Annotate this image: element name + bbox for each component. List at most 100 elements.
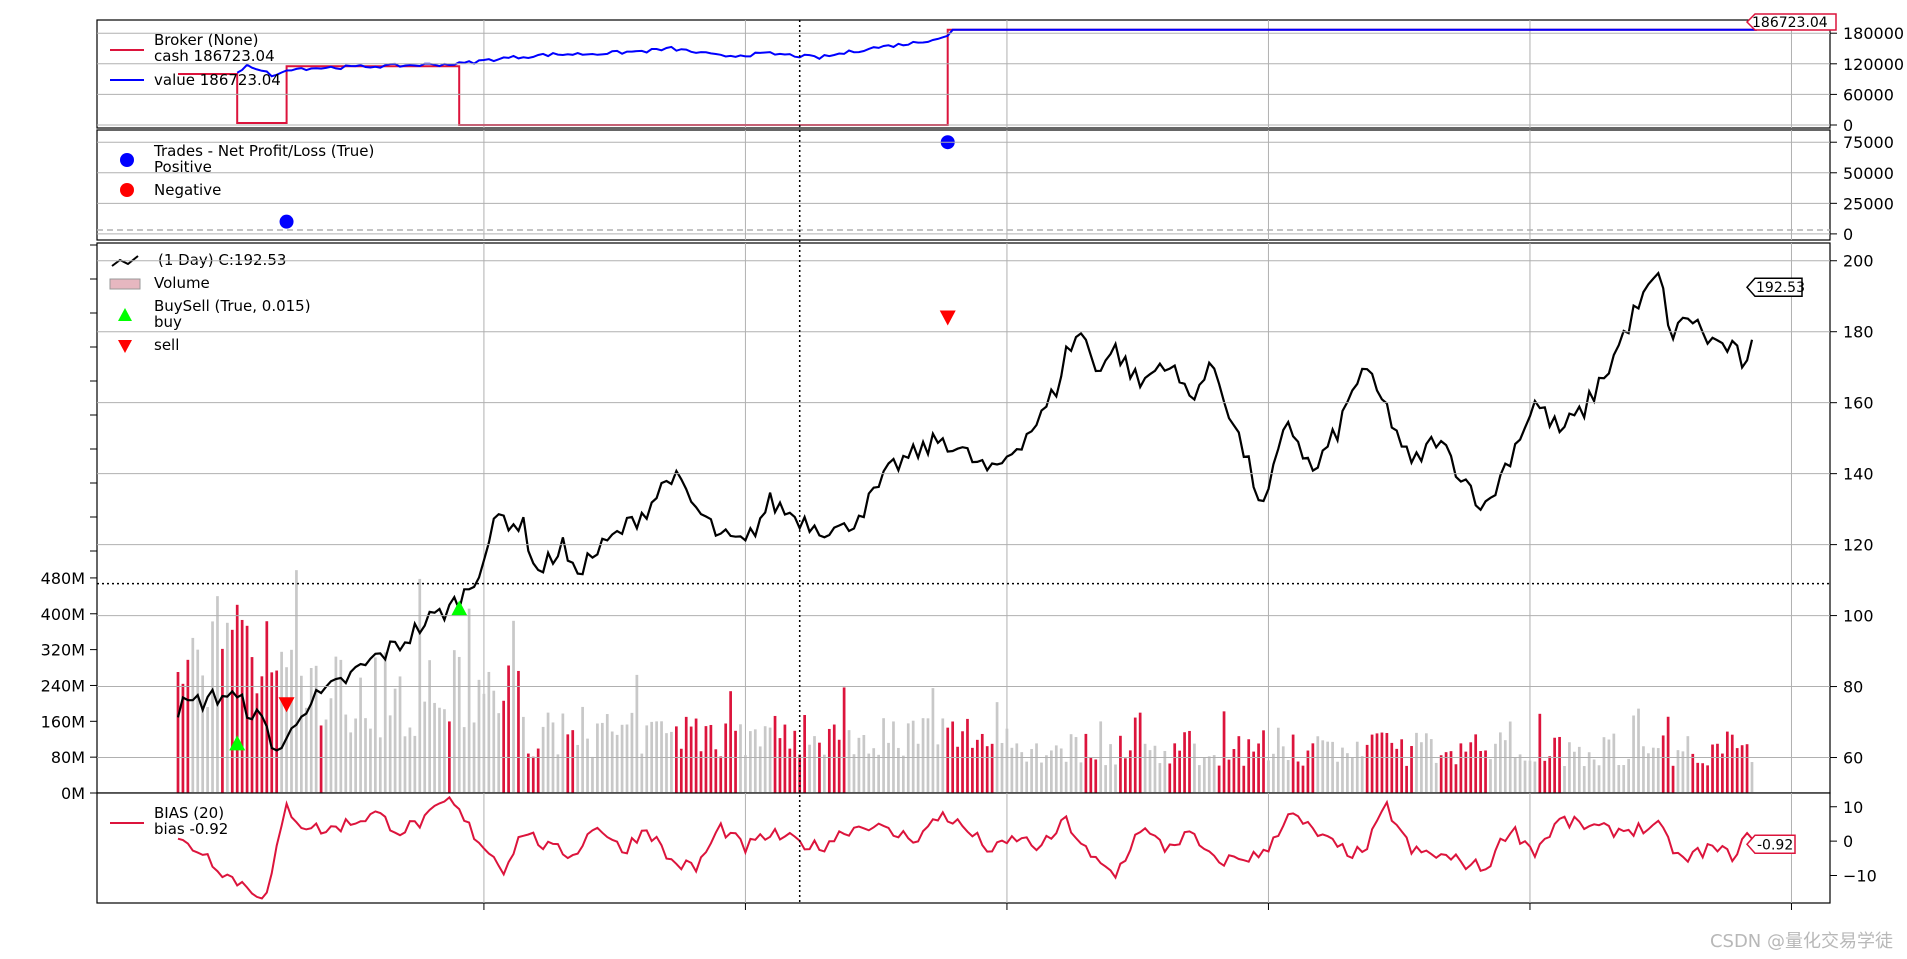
volume-bar	[1341, 747, 1344, 793]
volume-bar	[1262, 730, 1265, 793]
volume-bar	[556, 754, 560, 793]
y-tick-label: 120	[1843, 536, 1874, 555]
volume-bar	[181, 683, 185, 793]
volume-bar	[1573, 751, 1576, 793]
volume-bar	[1518, 754, 1522, 793]
volume-bar	[645, 725, 649, 793]
volume-tick-label: 320M	[41, 641, 85, 660]
volume-bar	[1168, 763, 1172, 793]
volume-bar	[1193, 743, 1196, 793]
volume-bar	[413, 735, 417, 793]
volume-bar	[1148, 750, 1152, 793]
volume-bar	[941, 718, 945, 793]
volume-bar	[980, 733, 984, 793]
bias-last-value: -0.92	[1757, 837, 1793, 853]
volume-bar	[1281, 746, 1285, 793]
volume-bar	[512, 620, 515, 793]
volume-bar	[813, 736, 816, 793]
volume-bar	[467, 608, 471, 793]
trade-result-marker	[279, 214, 294, 229]
price-last-value: 192.53	[1756, 280, 1805, 296]
y-tick-label: 160	[1843, 394, 1874, 413]
volume-bar	[1612, 733, 1616, 793]
volume-bar	[235, 604, 239, 793]
y-tick-label: 0	[1843, 225, 1853, 244]
close-legend-swatch	[111, 255, 139, 267]
price-last-tag: 192.53	[1745, 277, 1805, 297]
volume-bar	[719, 756, 723, 793]
volume-bar	[615, 734, 619, 793]
volume-bar	[206, 707, 209, 793]
volume-bar	[1178, 750, 1181, 793]
negative-legend-label: Negative	[154, 181, 221, 199]
volume-bar	[1183, 732, 1186, 793]
volume-bar	[393, 688, 397, 793]
volume-bar	[1311, 743, 1315, 793]
volume-bar	[640, 753, 644, 793]
bias-legend-label: bias -0.92	[154, 820, 228, 838]
volume-bar	[378, 737, 382, 793]
volume-bar	[1637, 708, 1640, 793]
volume-bar	[1321, 740, 1325, 793]
volume-bar	[1592, 759, 1596, 793]
volume-bar	[586, 738, 589, 793]
volume-bar	[359, 677, 362, 793]
volume-bar	[1163, 750, 1167, 793]
volume-bar	[1198, 765, 1201, 793]
broker-legend: Broker (None) cash 186723.04 value 18672…	[110, 31, 281, 89]
volume-bar	[1577, 746, 1581, 793]
y-tick-label: 100	[1843, 607, 1874, 626]
volume-bar	[1405, 765, 1408, 793]
volume-bar	[531, 756, 535, 793]
volume-bar	[1424, 733, 1428, 793]
volume-bar	[507, 665, 510, 793]
volume-bar	[462, 727, 466, 793]
y-tick-label: 140	[1843, 465, 1874, 484]
volume-bar	[1607, 739, 1611, 793]
volume-bar	[808, 744, 811, 793]
volume-bar	[1439, 755, 1443, 793]
close-price-line	[176, 270, 1754, 752]
volume-bar	[699, 751, 703, 793]
volume-tick-label: 0M	[61, 784, 85, 803]
y-tick-label: 60	[1843, 749, 1863, 768]
volume-bar	[591, 756, 594, 793]
buy-legend-marker	[118, 308, 132, 321]
volume-bar	[1538, 713, 1542, 793]
volume-bar	[753, 729, 757, 793]
volume-bar	[526, 753, 530, 793]
volume-bar	[1459, 743, 1463, 793]
volume-bar	[1444, 752, 1448, 793]
volume-bar	[1671, 765, 1675, 793]
volume-bar	[339, 659, 343, 793]
volume-bar	[1059, 748, 1063, 793]
volume-bar	[778, 738, 782, 793]
volume-bar	[1272, 753, 1275, 793]
volume-bar	[438, 707, 441, 793]
volume-bar	[1647, 753, 1650, 793]
volume-bar	[1045, 755, 1048, 793]
volume-bar	[1706, 765, 1709, 793]
volume-bar	[1079, 762, 1083, 793]
volume-bar	[827, 728, 831, 793]
volume-bar	[1528, 760, 1532, 793]
volume-bar	[1276, 727, 1280, 793]
volume-bar	[931, 688, 935, 793]
volume-bar	[773, 715, 777, 793]
volume-bar	[1119, 735, 1122, 793]
sell-legend-marker	[118, 340, 132, 353]
volume-bar	[295, 570, 298, 793]
volume-bar	[610, 731, 614, 793]
volume-bar	[1222, 711, 1226, 793]
volume-bar	[457, 656, 461, 793]
volume-bar	[1410, 746, 1413, 793]
volume-bar	[1745, 744, 1749, 793]
volume-bar	[832, 724, 836, 793]
volume-bar	[1740, 745, 1744, 793]
trades-legend-title: Trades - Net Profit/Loss (True)	[153, 142, 374, 160]
y-tick-label: 80	[1843, 678, 1863, 697]
volume-bar	[1267, 760, 1270, 793]
y-tick-label: 25000	[1843, 194, 1894, 213]
volume-bar	[275, 670, 279, 793]
